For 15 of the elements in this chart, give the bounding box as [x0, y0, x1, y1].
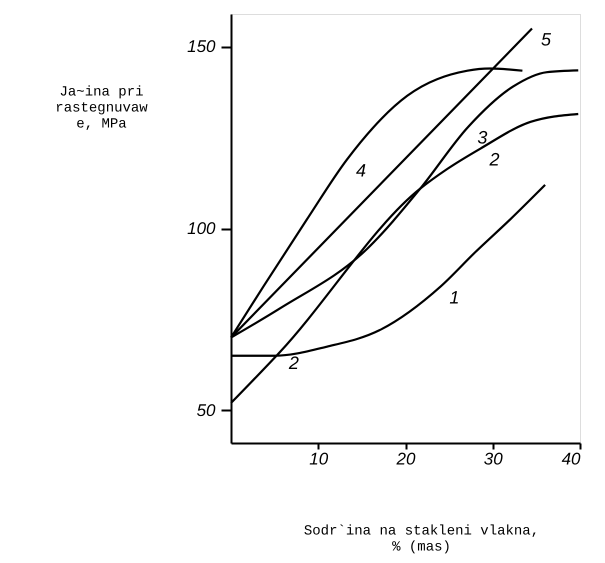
x-tick-label: 10	[309, 450, 329, 468]
y-tick-label: 150	[187, 37, 216, 56]
x-tick-label: 30	[484, 450, 504, 468]
annotation: 2	[288, 353, 299, 374]
annotation: 2	[488, 150, 500, 170]
x-tick-label: 40	[562, 450, 582, 468]
y-tick-label: 50	[196, 400, 216, 420]
y-axis-title: Ja~ina pri rastegnuvawe, MPa	[55, 84, 148, 132]
annotation: 1	[449, 288, 460, 308]
annotation: 4	[356, 160, 366, 180]
y-tick-label: 100	[187, 219, 216, 238]
annotation: 3	[477, 128, 488, 148]
x-tick-label: 20	[396, 450, 416, 468]
annotation: 5	[541, 30, 552, 50]
x-axis-title: Sodr`ina na stakleni vlakna, % (mas)	[304, 524, 540, 556]
